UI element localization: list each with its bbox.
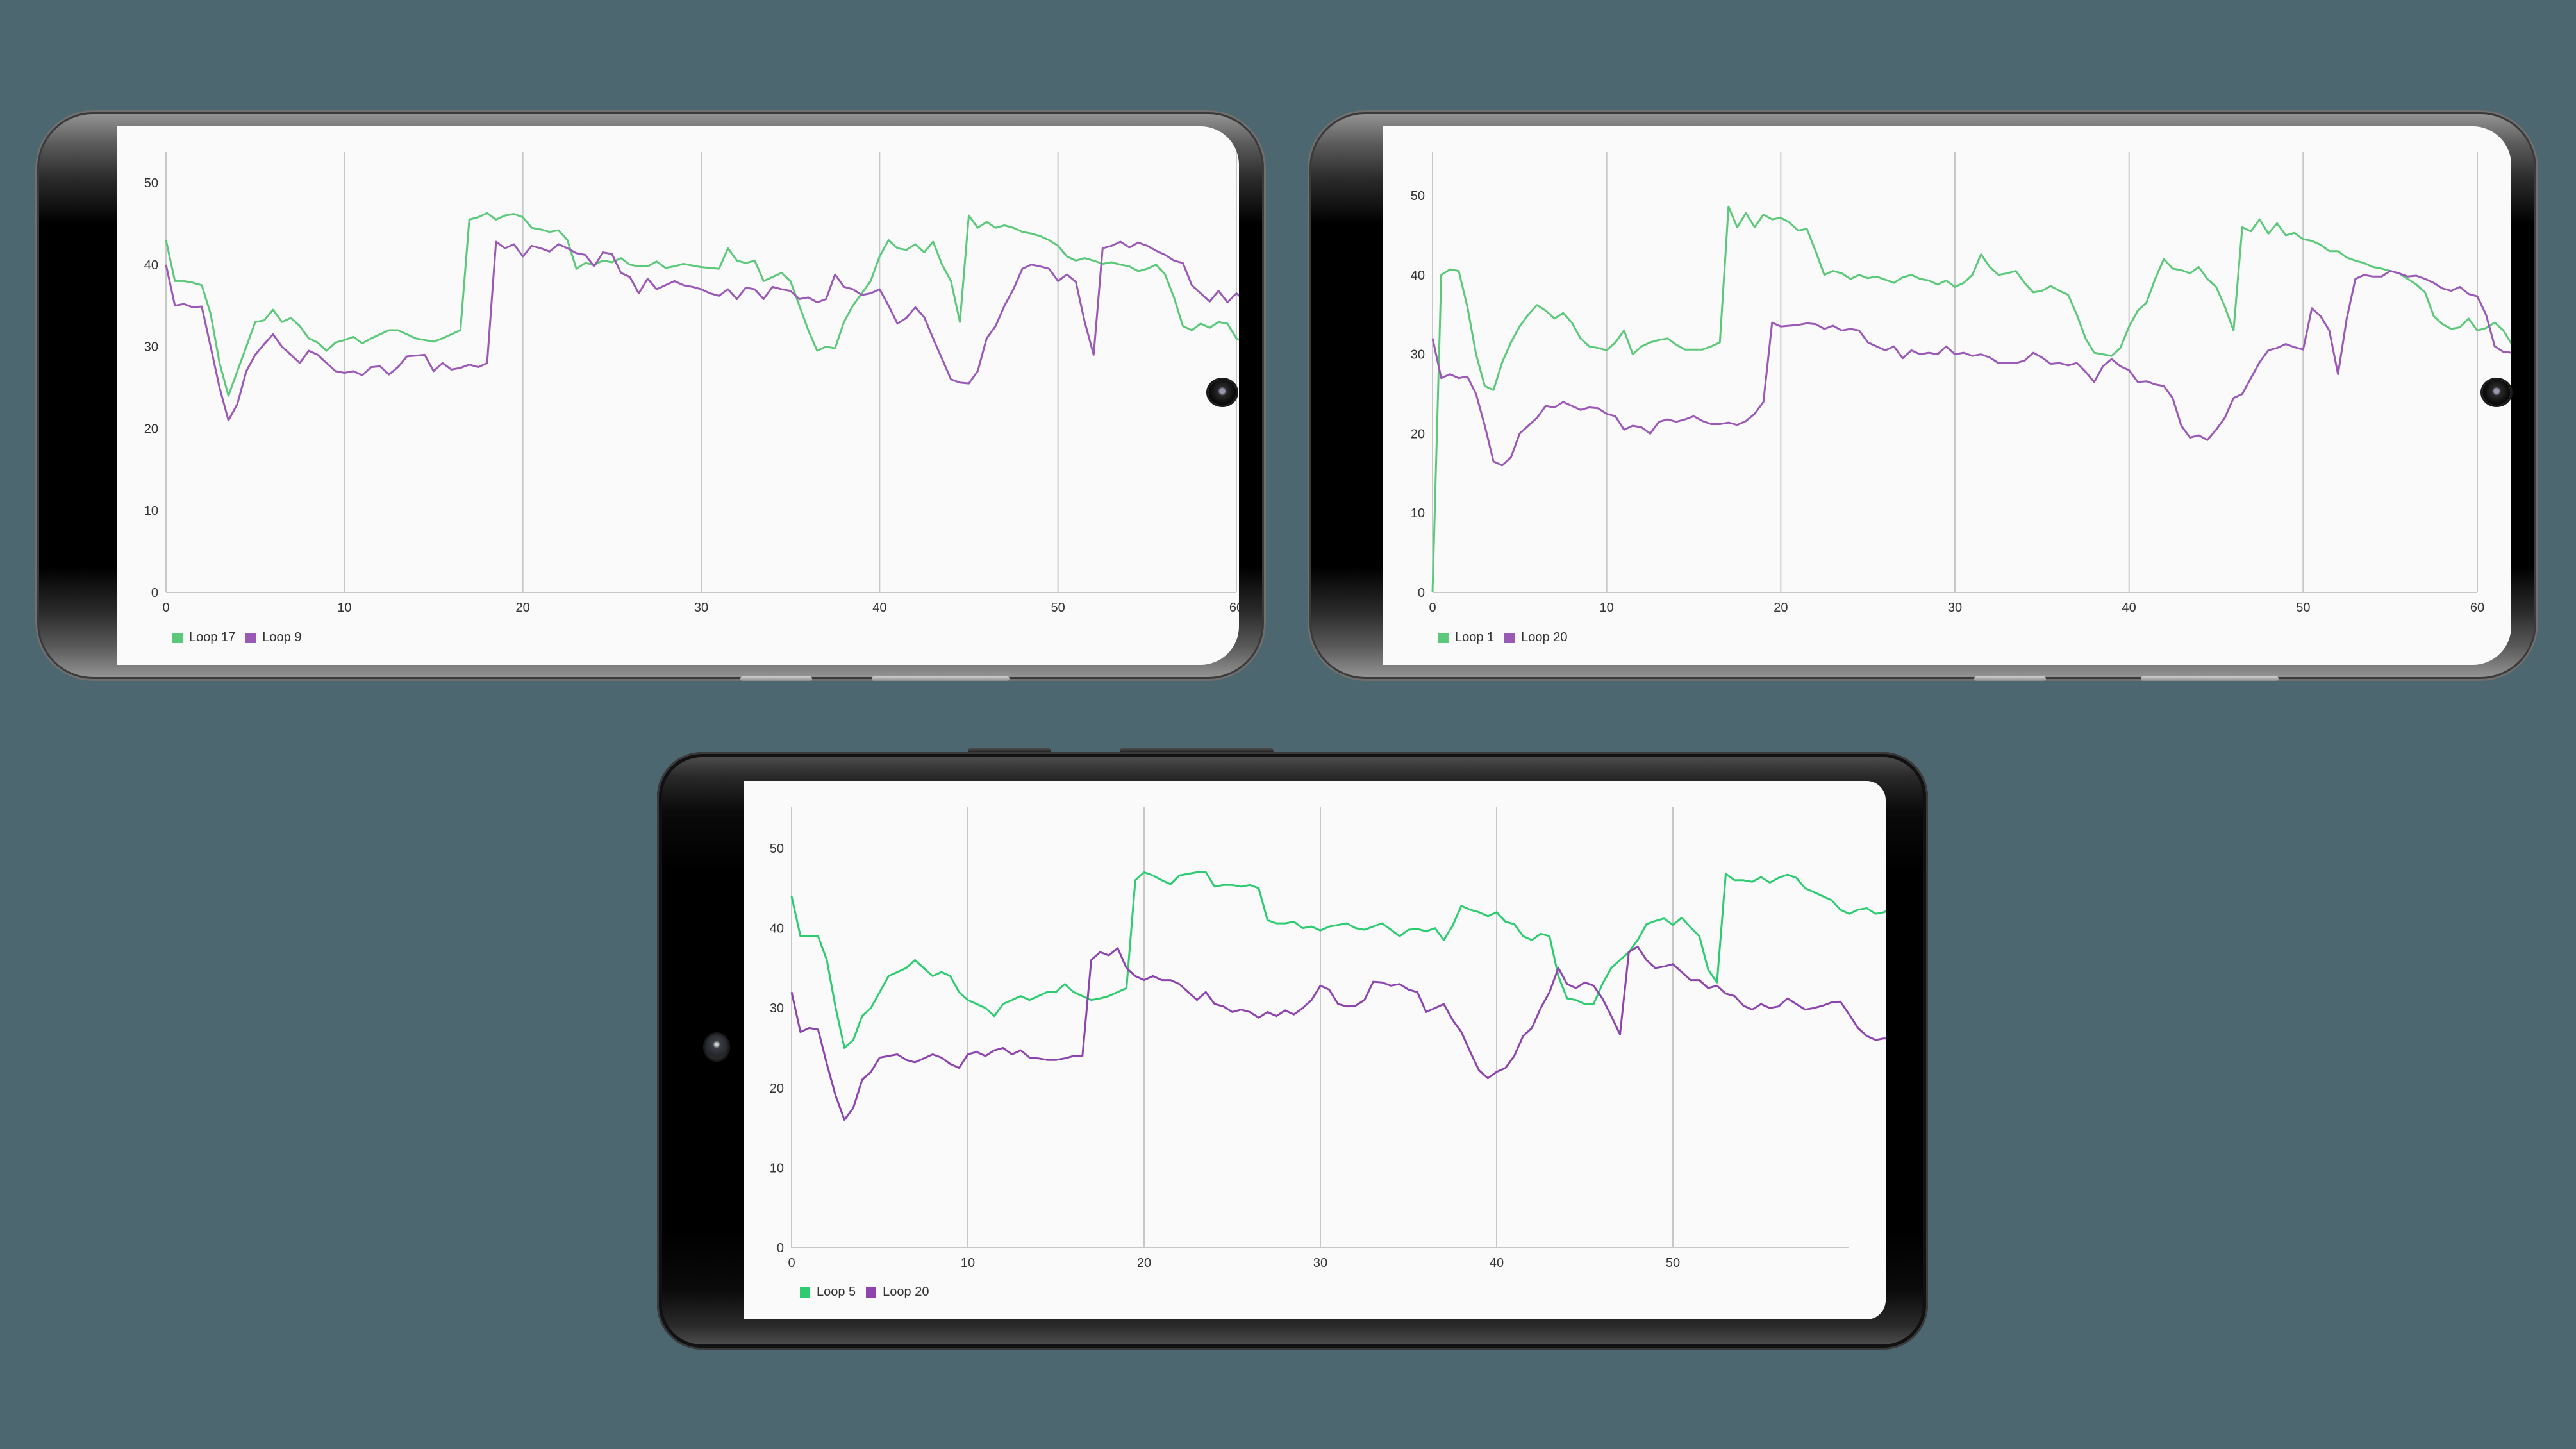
series-line-loop-1 (1431, 205, 2511, 593)
x-tick-label: 0 (788, 1256, 795, 1270)
y-tick-label: 40 (1411, 269, 1425, 283)
legend-label: Loop 20 (883, 1285, 929, 1299)
legend-label: Loop 20 (1521, 630, 1568, 644)
phone-screen: 0 10 20 30 40 50 60 0 10 20 30 40 50 Loop 1 Loop 20 (1383, 126, 2511, 665)
y-tick-label: 40 (144, 258, 158, 272)
front-camera-icon (705, 1034, 728, 1060)
y-tick-label: 20 (144, 422, 158, 436)
y-tick-label: 10 (770, 1161, 784, 1175)
front-camera-icon (1208, 380, 1236, 405)
series-line-loop-5 (790, 871, 1886, 1049)
y-tick-label: 20 (1411, 427, 1425, 441)
x-tick-label: 50 (1051, 601, 1065, 615)
volume-button (1974, 676, 2046, 681)
legend-swatch-green-icon (1438, 632, 1449, 643)
x-tick-label: 10 (337, 601, 351, 615)
x-tick-label: 40 (1490, 1256, 1504, 1270)
y-tick-label: 30 (144, 340, 158, 355)
legend-item-loop-20[interactable]: Loop 20 (1504, 630, 1567, 645)
legend-swatch-green-icon (800, 1287, 810, 1298)
chart-legend: Loop 1 Loop 20 (1438, 630, 1571, 645)
legend-label: Loop 17 (189, 630, 236, 644)
volume-button (740, 676, 812, 681)
legend-swatch-purple-icon (1504, 632, 1515, 643)
x-tick-label: 20 (1774, 601, 1788, 615)
x-tick-label: 60 (2470, 601, 2484, 615)
legend-item-loop-9[interactable]: Loop 9 (245, 630, 301, 645)
series-line-loop-9 (165, 240, 1239, 422)
phone-bottom-center: 0 10 20 30 40 50 0 10 20 30 40 50 Loop 5 Loop 20 (657, 748, 1928, 1350)
y-tick-label: 40 (770, 922, 784, 936)
legend-item-loop-1[interactable]: Loop 1 (1438, 630, 1494, 645)
legend-label: Loop 5 (817, 1285, 856, 1299)
x-tick-label: 30 (694, 601, 708, 615)
y-tick-label: 10 (144, 504, 158, 518)
legend-item-loop-5[interactable]: Loop 5 (800, 1285, 856, 1300)
x-tick-label: 50 (1666, 1256, 1680, 1270)
legend-label: Loop 1 (1455, 630, 1495, 644)
legend-item-loop-17[interactable]: Loop 17 (172, 630, 235, 645)
y-tick-label: 50 (144, 176, 158, 190)
series-line-loop-17 (165, 212, 1239, 397)
legend-swatch-green-icon (172, 632, 183, 643)
legend-item-loop-20[interactable]: Loop 20 (866, 1285, 929, 1300)
y-tick-label: 0 (777, 1241, 784, 1255)
chart-legend: Loop 5 Loop 20 (800, 1285, 933, 1300)
phone-top-left: 0 10 20 30 40 50 60 0 10 20 30 40 50 Loop 17 Loop 9 (35, 110, 1266, 681)
phone-screen: 0 10 20 30 40 50 0 10 20 30 40 50 Loop 5 Loop 20 (744, 781, 1886, 1319)
x-tick-label: 10 (1600, 601, 1614, 615)
chart-legend: Loop 17 Loop 9 (172, 630, 305, 645)
x-tick-label: 0 (1429, 601, 1436, 615)
y-tick-label: 30 (770, 1001, 784, 1016)
front-camera-icon (2482, 380, 2511, 405)
y-tick-label: 0 (1418, 586, 1425, 600)
legend-label: Loop 9 (262, 630, 302, 644)
y-tick-label: 0 (151, 586, 158, 600)
series-line-loop-20 (790, 945, 1886, 1121)
power-button (872, 676, 1010, 681)
x-tick-label: 40 (872, 601, 886, 615)
x-tick-label: 30 (1948, 601, 1962, 615)
series-line-loop-20 (1431, 270, 2511, 467)
x-tick-label: 0 (162, 601, 169, 615)
y-tick-label: 10 (1411, 507, 1425, 521)
volume-button (968, 748, 1051, 753)
x-tick-label: 20 (1137, 1256, 1151, 1270)
legend-swatch-purple-icon (245, 632, 256, 643)
y-tick-label: 30 (1411, 348, 1425, 362)
x-tick-label: 10 (961, 1256, 975, 1270)
y-tick-label: 50 (1411, 189, 1425, 203)
x-tick-label: 20 (516, 601, 530, 615)
x-tick-label: 60 (1229, 601, 1239, 615)
power-button (2141, 676, 2279, 681)
phone-screen: 0 10 20 30 40 50 60 0 10 20 30 40 50 Loop 17 Loop 9 (117, 126, 1239, 665)
y-tick-label: 20 (770, 1082, 784, 1096)
phone-top-right: 0 10 20 30 40 50 60 0 10 20 30 40 50 Loop 1 Loop 20 (1308, 110, 2538, 681)
x-tick-label: 50 (2296, 601, 2310, 615)
y-tick-label: 50 (770, 842, 784, 856)
power-button (1120, 748, 1274, 753)
legend-swatch-purple-icon (866, 1287, 877, 1298)
x-tick-label: 30 (1313, 1256, 1327, 1270)
x-tick-label: 40 (2122, 601, 2136, 615)
